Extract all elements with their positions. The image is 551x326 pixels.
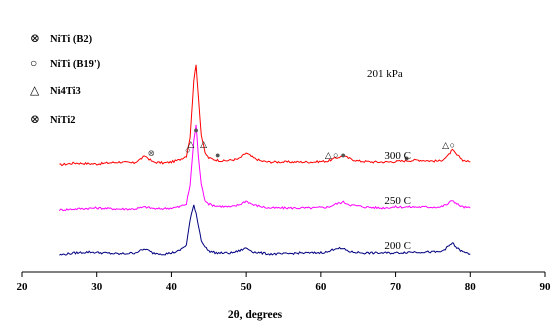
peak-marker-10: △	[442, 140, 449, 150]
series-line-0	[59, 64, 471, 167]
legend: ⊗ NiTi (B2) ○ NiTi (B19') △ Ni4Ti3 ⊗ NiT…	[30, 31, 101, 126]
x-tick-label-5: 70	[390, 281, 402, 293]
peak-marker-1: △	[187, 139, 194, 149]
x-tick-label-0: 20	[17, 281, 29, 293]
series-line-1	[59, 124, 471, 212]
series-label-2: 200 C	[384, 240, 411, 252]
legend-b19-icon: ○	[30, 56, 37, 70]
x-tick-label-1: 30	[91, 281, 103, 293]
legend-item-niti2: ⊗ NiTi2	[30, 112, 75, 126]
x-axis: 20 30 40 50 60 70 80 90	[17, 271, 551, 293]
legend-b2-icon: ⊗	[30, 31, 40, 45]
series-label-1: 250 C	[384, 195, 411, 207]
legend-item-ni4ti3: △ Ni4Ti3	[30, 83, 81, 97]
x-tick-label-3: 50	[241, 281, 253, 293]
legend-b19-label: NiTi (B19')	[50, 59, 101, 70]
legend-item-b2: ⊗ NiTi (B2)	[30, 31, 93, 45]
peak-marker-layer: ●△ △○⊗ ● △ ○ ● ●△ ○	[147, 125, 455, 163]
legend-ni4ti3-icon: △	[30, 83, 40, 97]
legend-niti2-icon: ⊗	[30, 112, 40, 126]
peak-marker-11: ○	[450, 140, 455, 150]
series-label-0: 300 C	[384, 150, 411, 162]
pressure-annotation: 201 kPa	[367, 68, 403, 80]
x-tick-label-4: 60	[315, 281, 327, 293]
series-labels: 300 C 250 C 200 C	[384, 150, 411, 252]
peak-marker-9: ●	[404, 153, 409, 163]
x-tick-label-7: 90	[540, 281, 551, 293]
peak-marker-8: ●	[341, 150, 346, 160]
peak-marker-6: △	[325, 150, 332, 160]
legend-ni4ti3-label: Ni4Ti3	[50, 86, 81, 97]
legend-item-b19: ○ NiTi (B19')	[30, 56, 101, 70]
x-tick-label-6: 80	[465, 281, 477, 293]
peak-marker-4: ⊗	[147, 148, 155, 158]
series-line-2	[59, 204, 471, 256]
peak-marker-3: ○	[185, 145, 190, 155]
x-axis-label: 2θ, degrees	[228, 309, 283, 321]
peak-marker-0: ●	[193, 125, 198, 135]
peak-marker-7: ○	[333, 150, 338, 160]
legend-niti2-label: NiTi2	[50, 115, 75, 126]
x-tick-label-2: 40	[166, 281, 178, 293]
peak-marker-2: △	[200, 139, 207, 149]
peak-marker-5: ●	[215, 150, 220, 160]
series-layer	[59, 64, 471, 256]
legend-b2-label: NiTi (B2)	[50, 34, 93, 45]
